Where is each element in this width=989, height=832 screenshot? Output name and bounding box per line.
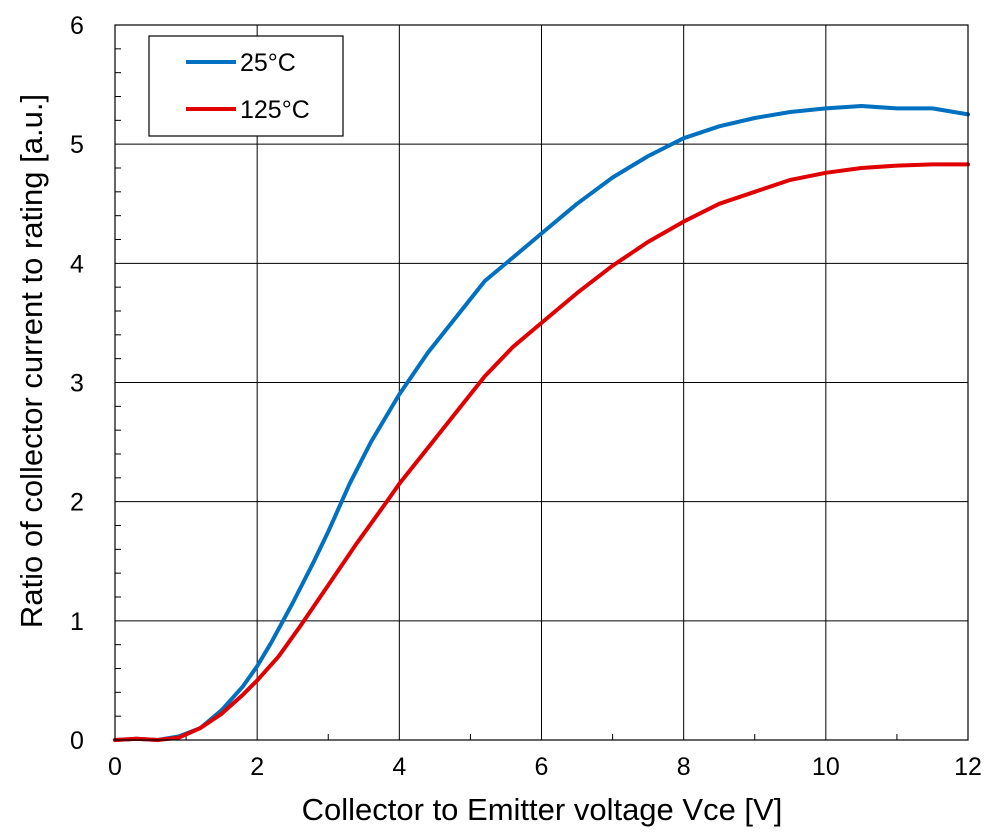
grid: [115, 25, 968, 740]
y-tick-label: 1: [70, 608, 84, 636]
x-tick-label: 0: [108, 753, 122, 781]
y-tick-label: 3: [70, 370, 84, 398]
legend-box: [148, 35, 344, 137]
y-axis-title: Ratio of collector current to rating [a.…: [14, 94, 49, 628]
legend-label-125c: 125°C: [240, 96, 310, 124]
y-tick-label: 5: [70, 131, 84, 159]
legend-label-25c: 25°C: [240, 49, 296, 77]
x-tick-labels: 0 2 4 6 8 10 12: [108, 753, 982, 781]
y-tick-label: 6: [70, 12, 84, 40]
x-tick-label: 6: [535, 753, 549, 781]
x-tick-label: 8: [677, 753, 691, 781]
plot-frame: [114, 24, 969, 741]
series-lines: [113, 104, 970, 742]
y-tick-label: 4: [70, 250, 84, 278]
x-tick-label: 2: [250, 753, 264, 781]
y-tick-label: 0: [70, 727, 84, 755]
legend: 25°C 125°C: [148, 35, 344, 137]
x-tick-label: 10: [812, 753, 840, 781]
series-line-25c: [113, 104, 970, 742]
y-tick-label: 2: [70, 489, 84, 517]
series-line-125c: [113, 162, 970, 742]
x-tick-label: 4: [392, 753, 406, 781]
x-axis-title: Collector to Emitter voltage Vce [V]: [302, 792, 783, 827]
minor-ticks: [115, 48, 898, 740]
y-tick-labels: 0 1 2 3 4 5 6: [70, 12, 84, 755]
x-tick-label: 12: [954, 753, 982, 781]
